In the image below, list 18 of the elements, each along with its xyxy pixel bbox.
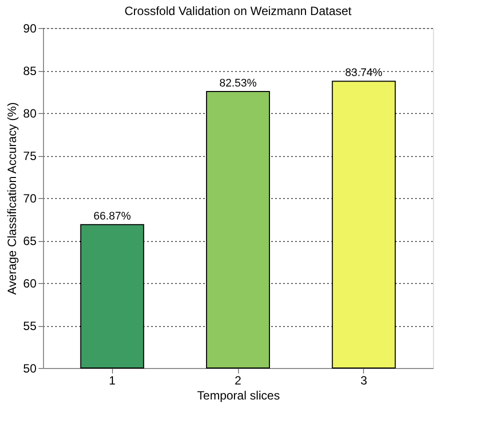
data-label: 83.74% — [345, 67, 383, 80]
data-label: 82.53% — [219, 77, 257, 90]
y-tick-label: 60 — [23, 276, 37, 290]
y-tick-label: 80 — [23, 106, 37, 120]
y-axis-title: Average Classification Accuracy (%) — [5, 102, 20, 295]
x-tick-label: 3 — [360, 374, 368, 388]
chart-title: Crossfold Validation on Weizmann Dataset — [124, 4, 352, 18]
y-tick-label: 50 — [23, 362, 37, 376]
y-tick-label: 75 — [23, 149, 37, 163]
y-tick-label: 90 — [23, 22, 37, 36]
x-axis-title: Temporal slices — [197, 388, 280, 402]
y-tick-label: 65 — [23, 234, 37, 248]
y-tick-label: 70 — [23, 192, 37, 206]
x-tick-label: 1 — [108, 374, 116, 388]
y-tick-label: 55 — [23, 319, 37, 333]
data-label: 66.87% — [94, 210, 132, 223]
y-tick-label: 85 — [23, 64, 37, 78]
x-tick-label: 2 — [234, 374, 242, 388]
